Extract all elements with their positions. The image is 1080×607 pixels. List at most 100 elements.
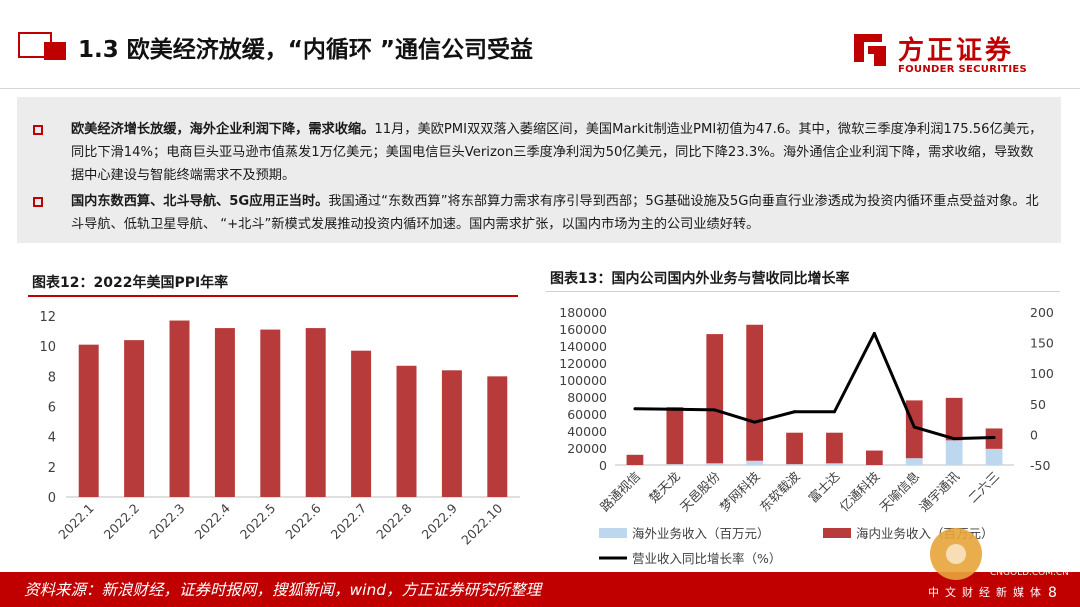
- chart12-y-tick-label: 8: [48, 370, 56, 385]
- chart12-y-tick-label: 10: [39, 340, 56, 355]
- company-logo: 方正证券 FOUNDER SECURITIES: [850, 30, 1030, 80]
- chart12-x-tick-label: 2022.5: [237, 501, 279, 543]
- chart13-growth-point: [992, 435, 996, 439]
- chart12-title: 图表12：2022年美国PPI年率: [32, 275, 229, 291]
- summary-bullet-2: 国内东数西算、北斗导航、5G应用正当时。我国通过“东数西算”将东部算力需求有序引…: [33, 190, 1043, 236]
- chart12-x-tick-label: 2022.10: [458, 500, 505, 547]
- chart13-domestic-bar: [865, 450, 883, 465]
- chart13-x-tick-label: 二六三: [965, 469, 1002, 506]
- chart12-bar: [396, 365, 417, 497]
- chart13-x-tick-label: 楚天龙: [646, 469, 683, 506]
- legend-overseas-swatch: [599, 528, 627, 538]
- bullet-2-text: 我国通过“东数西算”将东部算力需求有序引导到西部；5G基础设施及5G向垂直行业渗…: [71, 194, 1039, 232]
- chart13-left-tick-label: 80000: [567, 390, 607, 405]
- chart12-bar: [78, 344, 99, 497]
- chart13-x-tick-label: 梦网科技: [717, 468, 763, 514]
- legend-overseas-label: 海外业务收入（百万元）: [632, 526, 770, 541]
- watermark-url: CNGOLD.COM.CN: [990, 568, 1069, 578]
- chart13-growth-point: [832, 410, 836, 414]
- bullet-1-text: 11月，美欧PMI双双落入萎缩区间，美国Markit制造业PMI初值为47.6。…: [71, 122, 1043, 183]
- chart13-growth-point: [673, 407, 677, 411]
- chart13-x-tick-label: 富士达: [805, 468, 842, 505]
- chart13-left-tick-label: 160000: [559, 322, 607, 337]
- bullet-square-icon: [33, 125, 43, 135]
- chart12-title-rule: [28, 295, 518, 297]
- chart13-growth-point: [872, 331, 876, 335]
- logo-name-cn: 方正证券: [898, 36, 1015, 66]
- bullet-2-heading: 国内东数西算、北斗导航、5G应用正当时。: [71, 194, 329, 209]
- chart12-bar: [124, 340, 145, 497]
- page-title: 1.3 欧美经济放缓，“内循环 ”通信公司受益: [78, 37, 533, 63]
- chart13-x-tick-label: 亿通科技: [836, 468, 882, 514]
- chart12-y-tick-label: 6: [48, 401, 56, 416]
- chart12-y-tick-label: 4: [48, 431, 56, 446]
- bullet-1-heading: 欧美经济增长放缓，海外企业利润下降，需求收缩。: [71, 122, 375, 137]
- chart13-left-tick-label: 100000: [559, 373, 607, 388]
- chart13-x-tick-label: 天邑股份: [677, 468, 723, 514]
- chart13-overseas-bar: [786, 464, 803, 465]
- chart13-right-tick-label: 150: [1030, 336, 1054, 351]
- chart13-overseas-bar: [666, 464, 684, 465]
- logo-name-en: FOUNDER SECURITIES: [898, 64, 1028, 75]
- chart13-right-tick-label: 50: [1030, 397, 1046, 412]
- chart13-x-tick-label: 东软载波: [757, 468, 803, 514]
- chart12-bar: [305, 328, 326, 497]
- chart13-left-tick-label: 180000: [559, 305, 607, 320]
- summary-box: 欧美经济增长放缓，海外企业利润下降，需求收缩。11月，美欧PMI双双落入萎缩区间…: [17, 97, 1061, 243]
- chart13-right-tick-label: -50: [1030, 458, 1050, 473]
- chart12-x-tick-label: 2022.6: [282, 500, 324, 542]
- chart12-bar: [487, 376, 508, 497]
- company-revenue-chart: 0 20000 40000 60000 80000 100000 120000 140000 1…: [559, 305, 1054, 566]
- chart13-domestic-bar: [626, 454, 644, 465]
- chart13-domestic-bar: [786, 432, 803, 465]
- chart12-x-tick-label: 2022.1: [55, 501, 97, 543]
- chart13-growth-point: [793, 410, 797, 414]
- legend-domestic-swatch: [823, 528, 851, 538]
- chart13-overseas-bar: [706, 463, 724, 465]
- chart13-right-tick-label: 200: [1030, 305, 1054, 320]
- chart12-bar: [351, 350, 372, 497]
- chart12-bar: [169, 320, 190, 497]
- chart12-x-tick-label: 2022.7: [328, 501, 370, 543]
- watermark-name: 中金网: [988, 538, 1078, 573]
- chart13-growth-point: [753, 420, 757, 424]
- chart13-left-tick-label: 60000: [567, 407, 607, 422]
- chart12-x-tick-label: 2022.4: [191, 500, 233, 542]
- chart13-domestic-bar: [706, 334, 724, 464]
- chart13-right-tick-label: 100: [1030, 366, 1054, 381]
- header-divider: [0, 88, 1080, 89]
- chart12-x-tick-label: 2022.3: [146, 501, 188, 543]
- footer-bar: [0, 572, 1080, 607]
- chart13-overseas-bar: [746, 460, 764, 465]
- chart12-bar: [441, 370, 462, 497]
- chart13-right-tick-label: 0: [1030, 427, 1038, 442]
- chart12-y-tick-label: 12: [39, 310, 56, 325]
- chart13-growth-point: [633, 407, 637, 411]
- chart13-left-tick-label: 20000: [567, 441, 607, 456]
- title-decoration-fill: [44, 42, 66, 60]
- chart13-domestic-bar: [746, 324, 764, 461]
- bullet-square-icon: [33, 197, 43, 207]
- chart13-left-tick-label: 40000: [567, 424, 607, 439]
- chart12-x-tick-label: 2022.9: [418, 500, 460, 542]
- chart12-y-tick-label: 0: [48, 491, 56, 506]
- chart13-left-tick-label: 120000: [559, 356, 607, 371]
- watermark-logo-inner-icon: [946, 544, 966, 564]
- chart13-overseas-bar: [905, 458, 923, 465]
- chart12-x-tick-label: 2022.8: [373, 500, 415, 542]
- chart13-overseas-bar: [985, 448, 1003, 465]
- chart12-x-tick-label: 2022.2: [101, 501, 143, 543]
- chart13-growth-point: [912, 425, 916, 429]
- chart13-x-tick-label: 天喻信息: [876, 469, 922, 515]
- legend-growth-label: 营业收入同比增长率（%）: [632, 551, 781, 566]
- page-number: 8: [1048, 585, 1057, 601]
- chart13-domestic-bar: [666, 407, 684, 465]
- chart13-growth-line: [634, 331, 995, 441]
- chart13-growth-point: [713, 408, 717, 412]
- chart12-bar: [260, 329, 281, 497]
- chart12-bar: [214, 328, 235, 497]
- chart13-overseas-bar: [826, 463, 843, 465]
- summary-bullet-1: 欧美经济增长放缓，海外企业利润下降，需求收缩。11月，美欧PMI双双落入萎缩区间…: [33, 118, 1043, 187]
- chart13-x-tick-label: 路通视信: [597, 469, 643, 515]
